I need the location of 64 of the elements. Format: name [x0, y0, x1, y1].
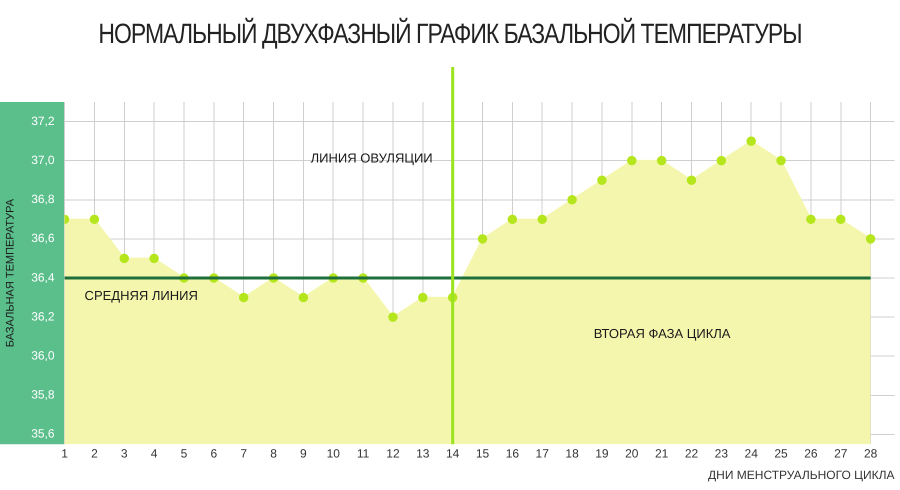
- point: [120, 254, 130, 264]
- x-tick-label: 22: [684, 446, 698, 461]
- point: [238, 292, 248, 302]
- x-tick-label: 14: [446, 446, 460, 461]
- y-tick-label: 36,0: [31, 348, 55, 363]
- y-tick-label: 35,8: [31, 388, 55, 402]
- x-axis-title: ДНИ МЕНСТРУАЛЬНОГО ЦИКЛА: [708, 468, 894, 482]
- x-tick-label: 24: [744, 446, 758, 461]
- x-tick-label: 8: [270, 446, 278, 461]
- point: [597, 175, 607, 185]
- point: [656, 156, 666, 166]
- x-tick-label: 26: [804, 446, 818, 461]
- y-tick-label: 37,0: [31, 152, 55, 167]
- x-tick-label: 2: [91, 446, 98, 461]
- y-tick-label: 36,6: [31, 231, 55, 246]
- x-tick-label: 6: [210, 446, 218, 461]
- ref-line-label: ЛИНИЯ ОВУЛЯЦИИ: [310, 150, 433, 166]
- point: [508, 214, 518, 224]
- x-tick-label: 21: [654, 446, 669, 461]
- point: [388, 312, 398, 322]
- point: [716, 156, 726, 166]
- x-tick-label: 17: [536, 446, 550, 461]
- y-tick-label: 37,2: [31, 114, 55, 128]
- x-tick-label: 11: [356, 446, 370, 461]
- x-tick-label: 3: [120, 446, 128, 461]
- point: [806, 214, 816, 224]
- x-tick-label: 16: [506, 446, 520, 461]
- point: [478, 234, 488, 244]
- point: [746, 136, 756, 146]
- x-tick-label: 15: [476, 446, 490, 461]
- y-tick-label: 36,8: [31, 192, 55, 206]
- y-tick-label: 35,6: [31, 426, 55, 441]
- x-tick-label: 1: [61, 446, 68, 461]
- chart-title: НОРМАЛЬНЫЙ ДВУХФАЗНЫЙ ГРАФИК БАЗАЛЬНОЙ ТЕМПЕРАТУРЫ: [97, 16, 803, 51]
- x-tick-label: 10: [326, 446, 340, 461]
- x-tick-label: 9: [300, 446, 308, 461]
- x-tick-label: 12: [386, 446, 400, 461]
- x-tick-label: 25: [774, 446, 788, 461]
- x-tick-label: 23: [714, 446, 728, 461]
- x-tick-label: 7: [240, 446, 248, 461]
- point: [90, 214, 100, 224]
- point: [776, 156, 786, 166]
- x-tick-label: 20: [625, 446, 639, 461]
- y-tick-label: 36,4: [31, 270, 55, 284]
- point: [866, 234, 876, 244]
- point: [627, 156, 637, 166]
- y-axis-title: БАЗАЛЬНАЯ ТЕМПЕРАТУРА: [4, 198, 17, 348]
- x-tick-label: 27: [834, 446, 848, 461]
- point: [537, 214, 547, 224]
- point: [298, 292, 308, 302]
- x-tick-label: 4: [150, 446, 158, 461]
- point: [686, 175, 696, 185]
- y-tick-label: 36,2: [31, 309, 55, 324]
- ref-line-label: СРЕДНЯЯ ЛИНИЯ: [84, 288, 198, 303]
- x-tick-label: 5: [180, 446, 188, 461]
- point: [149, 254, 159, 264]
- point: [418, 292, 428, 302]
- x-tick-label: 18: [565, 446, 580, 461]
- x-tick-label: 13: [416, 446, 430, 461]
- x-tick-label: 28: [864, 446, 878, 461]
- point: [567, 195, 577, 205]
- annotation: ВТОРАЯ ФАЗА ЦИКЛА: [594, 326, 731, 342]
- x-tick-label: 19: [595, 446, 609, 461]
- point: [836, 214, 846, 224]
